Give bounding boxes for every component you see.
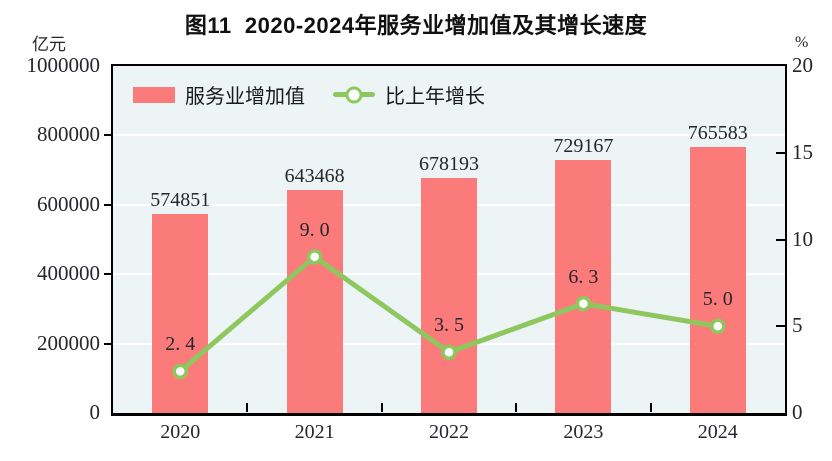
x-axis-label-2021: 2021: [294, 421, 335, 443]
left-axis-unit: 亿元: [32, 35, 66, 54]
growth-value-label: 6. 3: [568, 265, 599, 288]
y-axis-left-tick-label: 200000: [37, 330, 100, 355]
bar-value-label: 678193: [419, 152, 479, 175]
x-axis-tick: [246, 403, 249, 412]
x-axis-tick: [649, 403, 652, 412]
bar-value-label: 643468: [284, 164, 345, 187]
plot-area: 574851 643468 678193 729167 765583 2. 4 9. 0 3.…: [113, 66, 785, 413]
growth-value-label: 2. 4: [165, 333, 196, 356]
right-axis-unit: %: [795, 34, 809, 51]
y-axis-left-tick-label: 0: [89, 400, 101, 424]
legend-bar-swatch: [133, 86, 175, 103]
x-axis-label-2024: 2024: [697, 421, 738, 443]
bar-value-label: 574851: [150, 188, 211, 211]
y-axis-right-tick: [776, 238, 785, 241]
legend-line-dot-icon: [345, 86, 363, 103]
legend: 服务业增加值 比上年增长: [133, 80, 485, 109]
legend-bar-label: 服务业增加值: [185, 86, 305, 108]
growth-point-2024: [710, 318, 726, 334]
growth-line-series: [172, 249, 726, 380]
x-axis-label-2022: 2022: [429, 421, 469, 443]
bar-2021: [286, 189, 343, 413]
growth-value-label: 9. 0: [299, 218, 330, 241]
bar-2022: [421, 177, 477, 413]
bar-value-label: 765583: [687, 122, 748, 145]
x-axis-label-2023: 2023: [563, 421, 604, 443]
y-axis-left-tick: [104, 134, 113, 137]
bar-2024: [689, 147, 746, 413]
x-axis-tick: [380, 403, 383, 412]
growth-point-2023: [575, 295, 592, 312]
growth-point-2021: [306, 249, 323, 265]
y-axis-left-tick-label: 600000: [37, 191, 100, 216]
y-axis-left-tick: [104, 342, 113, 345]
growth-value-label: 3. 5: [434, 314, 464, 337]
growth-value-label: 5. 0: [702, 288, 733, 311]
bar-2020: [152, 213, 209, 413]
bar-value-label: 729167: [553, 134, 614, 157]
y-axis-left-tick-label: 800000: [37, 122, 100, 147]
y-axis-left-tick-label: 400000: [37, 261, 100, 286]
bar-2023: [555, 159, 612, 413]
y-axis-left-tick-label: 1000000: [26, 53, 101, 77]
x-axis-tick: [515, 403, 518, 412]
growth-point-2020: [172, 363, 188, 380]
y-axis-right-tick-label: 5: [792, 313, 803, 338]
y-axis-left-tick: [104, 203, 113, 206]
y-axis-right-tick-label: 20: [792, 53, 813, 77]
y-axis-right-tick-label: 0: [792, 400, 803, 424]
y-axis-right-tick-label: 15: [792, 139, 813, 164]
y-axis-right-tick: [776, 325, 785, 328]
y-axis-right-tick-label: 10: [792, 226, 813, 251]
x-axis-label-2020: 2020: [160, 421, 201, 443]
legend-line-label: 比上年增长: [385, 86, 485, 108]
grid-line: [113, 134, 785, 137]
legend-line-swatch: [333, 86, 375, 103]
y-axis-left-tick: [104, 273, 113, 276]
chart-title: 图11 2020-2024年服务业增加值及其增长速度: [184, 13, 648, 38]
y-axis-right-tick: [776, 151, 785, 154]
growth-point-2022: [441, 344, 457, 361]
